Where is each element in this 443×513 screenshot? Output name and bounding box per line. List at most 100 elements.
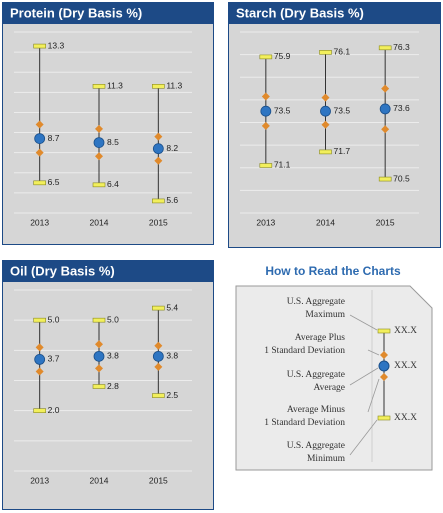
mean-label: 3.8 xyxy=(166,351,178,361)
min-label: 6.4 xyxy=(107,179,119,189)
max-cap xyxy=(92,84,106,89)
panel-bg xyxy=(228,2,441,248)
max-label: 75.9 xyxy=(274,51,291,61)
legend-max-cap xyxy=(377,328,391,334)
mean-label: 3.8 xyxy=(107,351,119,361)
sd-minus xyxy=(95,364,103,373)
max-cap xyxy=(319,50,332,55)
mean-label: 8.5 xyxy=(107,137,119,147)
x-tick-label: 2014 xyxy=(90,217,109,227)
sd-minus xyxy=(261,121,270,130)
min-label: 2.0 xyxy=(48,405,60,415)
sd-minus xyxy=(35,367,44,376)
legend-label: U.S. Aggregate xyxy=(287,370,345,380)
mean-dot xyxy=(34,353,46,365)
min-label: 2.5 xyxy=(166,390,178,400)
legend-label: Average Minus xyxy=(287,405,345,415)
sd-plus xyxy=(154,132,163,141)
mean-dot xyxy=(152,350,164,362)
mean-label: 73.5 xyxy=(334,105,351,115)
min-label: 6.5 xyxy=(48,177,60,187)
max-cap xyxy=(152,84,165,89)
mean-dot xyxy=(152,143,164,155)
legend-label: U.S. Aggregate xyxy=(287,297,345,307)
max-cap xyxy=(92,317,106,323)
x-tick-label: 2014 xyxy=(90,475,109,485)
panel-bg xyxy=(2,260,214,510)
mean-label: 73.5 xyxy=(274,105,291,115)
sd-plus xyxy=(381,84,390,93)
x-tick-label: 2015 xyxy=(149,475,168,485)
legend-value: XX.X xyxy=(394,413,417,423)
max-label: 5.0 xyxy=(107,314,119,324)
legend-min-cap xyxy=(377,415,391,421)
max-label: 76.1 xyxy=(334,47,351,57)
chart-title: Protein (Dry Basis %) xyxy=(10,5,142,20)
panel-header xyxy=(2,2,214,24)
legend-sd-minus xyxy=(380,373,388,381)
max-cap xyxy=(378,45,392,51)
legend-label: Average xyxy=(314,383,345,393)
chart-title: Starch (Dry Basis %) xyxy=(236,5,364,20)
max-cap xyxy=(152,305,165,311)
max-label: 11.3 xyxy=(107,81,123,91)
x-tick-label: 2014 xyxy=(316,217,335,227)
min-cap xyxy=(152,198,165,204)
sd-minus xyxy=(381,125,390,134)
mean-label: 8.2 xyxy=(166,143,178,153)
min-cap xyxy=(152,393,165,398)
sd-plus xyxy=(154,341,163,350)
mean-dot xyxy=(320,105,331,117)
legend-value: XX.X xyxy=(394,326,417,336)
panel-header xyxy=(228,2,441,24)
mean-label: 8.7 xyxy=(48,133,60,143)
mean-dot xyxy=(379,103,391,115)
mean-dot xyxy=(34,133,46,144)
sd-plus xyxy=(35,120,44,129)
max-cap xyxy=(259,54,273,60)
panel-header xyxy=(2,260,214,282)
max-label: 5.4 xyxy=(166,302,178,312)
min-label: 71.1 xyxy=(274,160,291,170)
x-tick-label: 2013 xyxy=(30,217,49,227)
legend-label: Minimum xyxy=(307,454,346,464)
min-cap xyxy=(92,182,106,188)
min-cap xyxy=(33,180,46,186)
mean-dot xyxy=(93,350,105,362)
sd-minus xyxy=(154,362,163,371)
legend-sd-plus xyxy=(380,351,388,359)
mean-dot xyxy=(260,105,272,117)
min-cap xyxy=(378,176,392,182)
min-label: 71.7 xyxy=(334,146,351,156)
sd-plus xyxy=(95,340,103,349)
sd-plus xyxy=(261,92,270,101)
panel-bg xyxy=(2,2,214,245)
sd-plus xyxy=(95,124,103,133)
chart-title: Oil (Dry Basis %) xyxy=(10,263,115,278)
min-label: 2.8 xyxy=(107,381,119,391)
min-cap xyxy=(319,149,332,155)
chart-panel: Oil (Dry Basis %) 5.0 2.0 3.7 2013 5.0 2.8 3.8 2… xyxy=(2,260,214,510)
legend-label: 1 Standard Deviation xyxy=(264,418,345,428)
mean-label: 3.7 xyxy=(48,354,60,364)
legend-label: Average Plus xyxy=(295,333,346,343)
legend-mean xyxy=(378,360,390,372)
x-tick-label: 2013 xyxy=(30,475,49,485)
min-label: 70.5 xyxy=(393,173,410,183)
max-label: 13.3 xyxy=(48,40,65,50)
sd-minus xyxy=(321,120,330,129)
chart-panel: Protein (Dry Basis %) 13.3 6.5 8.7 2013 11.3 6… xyxy=(2,2,214,245)
sd-minus xyxy=(35,148,44,157)
how-to-read: How to Read the Charts XX.X XX.X XX.X U.… xyxy=(235,264,433,471)
legend-label: Maximum xyxy=(305,310,345,320)
mean-label: 73.6 xyxy=(393,103,410,113)
min-cap xyxy=(92,384,106,389)
min-label: 5.6 xyxy=(166,195,178,205)
x-tick-label: 2015 xyxy=(376,217,395,227)
sd-minus xyxy=(154,156,163,165)
min-cap xyxy=(259,163,273,168)
mean-dot xyxy=(93,137,105,149)
sd-plus xyxy=(321,93,330,102)
max-label: 76.3 xyxy=(393,42,410,52)
